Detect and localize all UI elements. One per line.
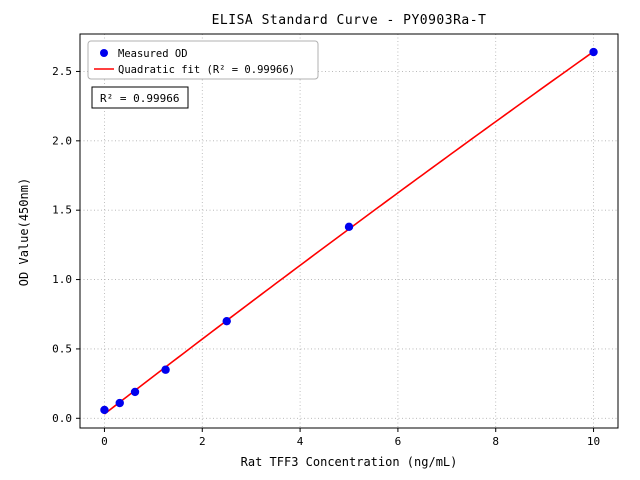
r-squared-annotation-box: [91, 86, 189, 109]
y-tick-label: 0.5: [52, 342, 72, 355]
y-tick-label: 2.5: [52, 65, 72, 78]
data-point: [344, 222, 354, 232]
y-tick-label: 2.0: [52, 134, 72, 147]
x-tick-label: 8: [492, 435, 499, 448]
data-point: [130, 387, 140, 397]
data-point: [161, 365, 170, 374]
x-axis-label: Rat TFF3 Concentration (ng/mL): [241, 455, 458, 469]
ticks-layer: 0 2 4 6 8 10 0.0 0.5 1.0 1.5 2.0 2.5: [52, 65, 600, 448]
legend-label-measured-od: Measured OD: [118, 48, 188, 60]
x-tick-label: 0: [101, 435, 108, 448]
chart-title: ELISA Standard Curve - PY0903Ra-T: [212, 13, 487, 28]
legend: Measured OD Quadratic fit (R² = 0.99966): [87, 40, 319, 80]
plot-border: [79, 33, 619, 429]
x-tick-label: 10: [587, 435, 600, 448]
data-point: [100, 405, 109, 415]
x-tick-label: 6: [395, 435, 402, 448]
r-squared-annotation-text: R² = 0.99966: [100, 92, 179, 105]
y-tick-label: 0.0: [52, 412, 72, 425]
series-layer: [100, 47, 598, 415]
legend-label-quadratic-fit: Quadratic fit (R² = 0.99966): [118, 64, 295, 76]
grid-layer: [80, 34, 618, 428]
x-tick-label: 4: [297, 435, 304, 448]
data-point: [589, 47, 598, 57]
x-tick-label: 2: [199, 435, 206, 448]
y-axis-label: OD Value(450nm): [17, 178, 31, 286]
data-point: [115, 398, 124, 408]
data-point: [222, 316, 231, 326]
legend-box: [87, 40, 319, 80]
y-tick-label: 1.0: [52, 273, 72, 286]
r-squared-annotation: R² = 0.99966: [91, 86, 189, 109]
y-tick-label: 1.5: [52, 204, 72, 217]
legend-scatter-marker-icon: [100, 49, 108, 57]
